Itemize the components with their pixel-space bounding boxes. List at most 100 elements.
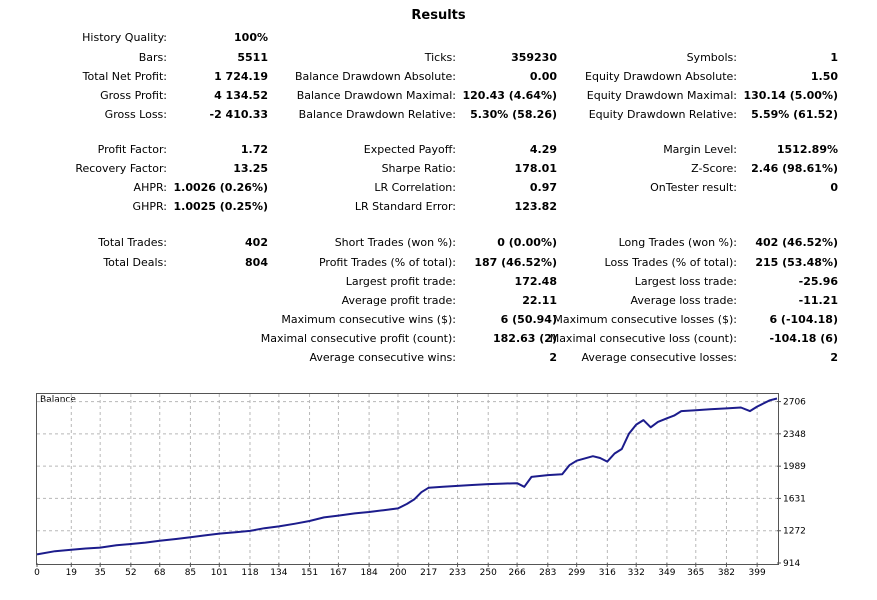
stat-label: Equity Drawdown Absolute: — [585, 70, 737, 83]
balance-chart: Balance — [36, 393, 779, 565]
x-tick-label: 151 — [301, 568, 318, 578]
stat-label: Bars: — [138, 51, 167, 64]
stat-value: 5.59% (61.52) — [751, 108, 838, 121]
stat-value: 6 (50.94) — [500, 313, 557, 326]
stat-label: Largest profit trade: — [345, 275, 456, 288]
x-tick-label: 250 — [480, 568, 497, 578]
stat-label: Profit Trades (% of total): — [318, 256, 456, 269]
stat-label: Maximum consecutive losses ($): — [553, 313, 737, 326]
x-tick-label: 118 — [241, 568, 258, 578]
x-tick-label: 382 — [718, 568, 735, 578]
stat-value: 178.01 — [514, 162, 557, 175]
stat-label: Average consecutive losses: — [581, 351, 737, 364]
y-tick-label: 2706 — [783, 398, 806, 408]
stat-value: 402 — [245, 236, 268, 249]
stat-label: Equity Drawdown Relative: — [588, 108, 737, 121]
stat-value: 182.63 (2) — [493, 332, 557, 345]
stat-value: 13.25 — [233, 162, 268, 175]
stat-label: LR Standard Error: — [354, 200, 456, 213]
stat-label: Expected Payoff: — [363, 143, 456, 156]
stat-value: 0.00 — [529, 70, 557, 83]
stat-value: 1.0025 (0.25%) — [173, 200, 269, 213]
x-tick-label: 299 — [568, 568, 585, 578]
y-tick-label: 1631 — [783, 494, 806, 504]
stat-value: 402 (46.52%) — [755, 236, 838, 249]
results-stats: History Quality: 100% Bars: 5511 Ticks: 35923… — [75, 31, 839, 364]
x-tick-label: 266 — [509, 568, 526, 578]
stat-value: 1.0026 (0.26%) — [173, 181, 269, 194]
stat-label: Total Trades: — [98, 236, 167, 249]
results-title: Results — [411, 8, 466, 23]
x-tick-label: 52 — [125, 568, 136, 578]
stat-label: Total Net Profit: — [82, 70, 167, 83]
stat-value: 2 — [830, 351, 838, 364]
stat-label: GHPR: — [132, 200, 167, 213]
x-tick-label: 399 — [749, 568, 766, 578]
x-tick-label: 184 — [361, 568, 378, 578]
stat-label: Balance Drawdown Maximal: — [296, 89, 456, 102]
x-tick-label: 35 — [94, 568, 105, 578]
chart-title: Balance — [40, 395, 76, 405]
stat-value: 1512.89% — [776, 143, 838, 156]
stat-value: 1 724.19 — [214, 70, 268, 83]
stat-value: 172.48 — [514, 275, 557, 288]
stat-label: Margin Level: — [663, 143, 737, 156]
x-tick-label: 233 — [449, 568, 466, 578]
y-tick-label: 1989 — [783, 462, 806, 472]
stat-label: Ticks: — [424, 51, 456, 64]
stat-label: Short Trades (won %): — [334, 236, 456, 249]
y-tick-label: 2348 — [783, 430, 806, 440]
x-tick-label: 200 — [389, 568, 406, 578]
stat-value: 4.29 — [529, 143, 557, 156]
stat-value: 2.46 (98.61%) — [751, 162, 838, 175]
stat-value: -25.96 — [798, 275, 838, 288]
stat-value: 1 — [830, 51, 838, 64]
stat-label: Z-Score: — [691, 162, 737, 175]
stat-label: Equity Drawdown Maximal: — [586, 89, 737, 102]
stat-label: Average consecutive wins: — [309, 351, 456, 364]
stat-label: LR Correlation: — [374, 181, 456, 194]
stat-value: -104.18 (6) — [769, 332, 838, 345]
stat-label: Maximal consecutive profit (count): — [260, 332, 456, 345]
x-tick-label: 68 — [154, 568, 166, 578]
stat-label: Maximum consecutive wins ($): — [281, 313, 456, 326]
x-tick-label: 316 — [599, 568, 616, 578]
x-tick-label: 167 — [330, 568, 347, 578]
x-tick-label: 332 — [628, 568, 645, 578]
x-tick-label: 349 — [658, 568, 675, 578]
x-tick-label: 101 — [211, 568, 228, 578]
stat-value: 359230 — [511, 51, 557, 64]
x-tick-label: 0 — [34, 568, 40, 578]
stat-value: 804 — [245, 256, 268, 269]
stat-value: 100% — [234, 31, 268, 44]
stat-label: History Quality: — [82, 31, 167, 44]
x-tick-label: 365 — [687, 568, 704, 578]
stat-label: AHPR: — [133, 181, 167, 194]
stat-value: 2 — [549, 351, 557, 364]
x-tick-label: 19 — [66, 568, 78, 578]
stat-label: Sharpe Ratio: — [381, 162, 456, 175]
stat-value: 5.30% (58.26) — [470, 108, 557, 121]
x-tick-label: 283 — [539, 568, 556, 578]
stat-label: Gross Loss: — [104, 108, 167, 121]
stat-value: 215 (53.48%) — [755, 256, 838, 269]
stat-value: 0 (0.00%) — [497, 236, 557, 249]
stat-value: 22.11 — [522, 294, 557, 307]
x-tick-label: 134 — [270, 568, 287, 578]
stat-value: -2 410.33 — [209, 108, 269, 121]
y-tick-label: 1272 — [783, 527, 806, 537]
y-tick-label: 914 — [783, 559, 800, 569]
stat-label: Long Trades (won %): — [618, 236, 737, 249]
stat-value: 0.97 — [529, 181, 557, 194]
stat-label: Loss Trades (% of total): — [604, 256, 737, 269]
stat-label: OnTester result: — [650, 181, 737, 194]
x-tick-label: 217 — [420, 568, 437, 578]
stat-value: 120.43 (4.64%) — [462, 89, 558, 102]
stat-label: Balance Drawdown Absolute: — [294, 70, 456, 83]
stat-label: Recovery Factor: — [75, 162, 167, 175]
stat-value: 130.14 (5.00%) — [743, 89, 839, 102]
stat-value: 187 (46.52%) — [474, 256, 557, 269]
stat-label: Average loss trade: — [630, 294, 737, 307]
stat-value: 4 134.52 — [214, 89, 268, 102]
stat-value: -11.21 — [798, 294, 838, 307]
